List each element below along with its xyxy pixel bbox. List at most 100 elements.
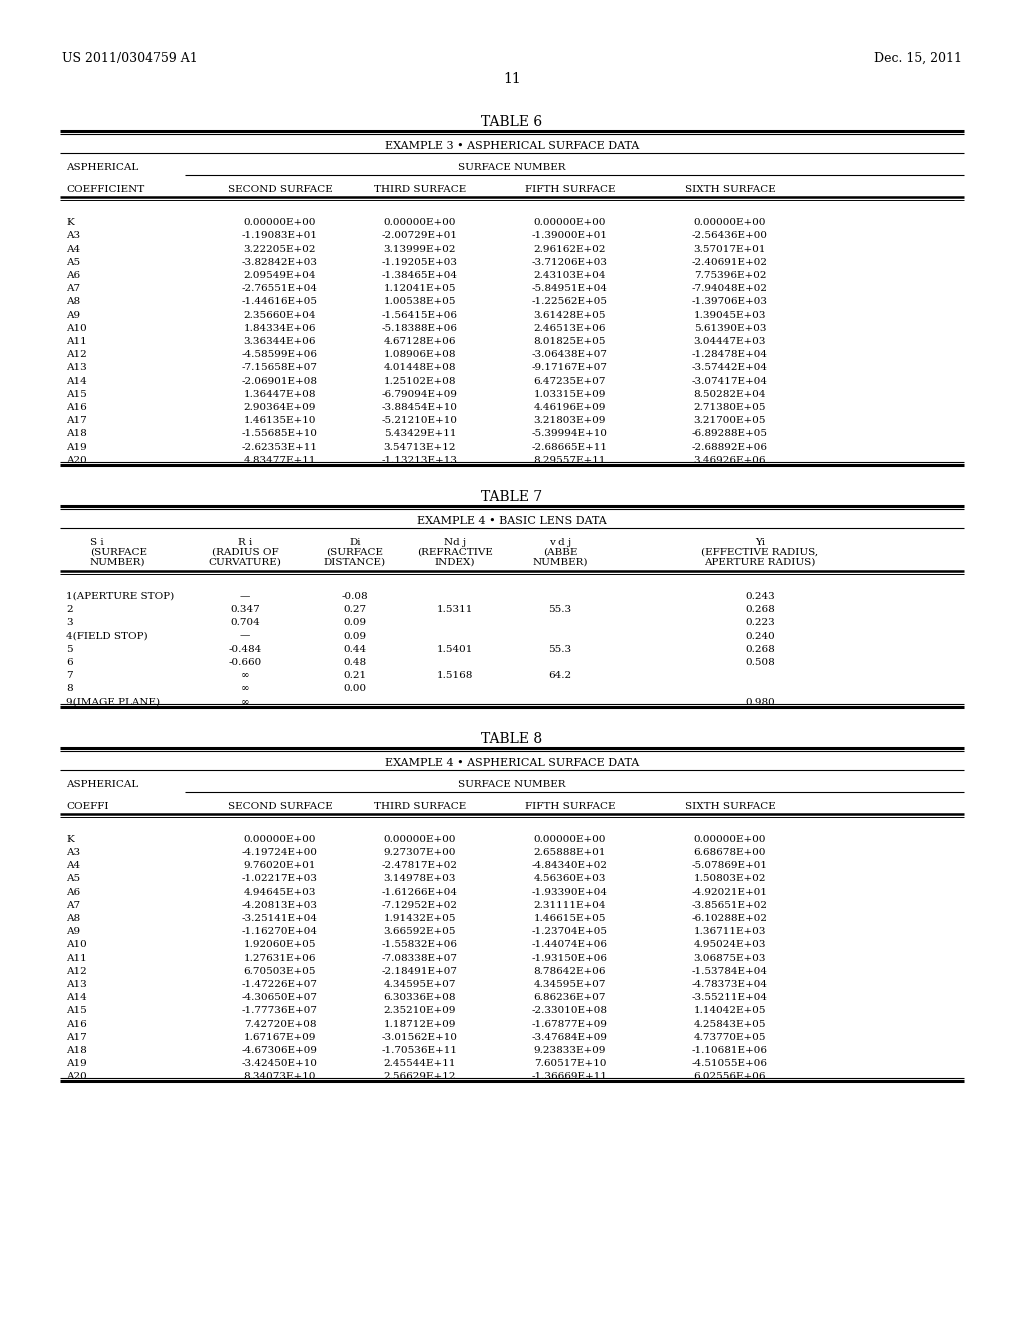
Text: 4(FIELD STOP): 4(FIELD STOP) bbox=[66, 631, 147, 640]
Text: 8.01825E+05: 8.01825E+05 bbox=[534, 337, 606, 346]
Text: 1.14042E+05: 1.14042E+05 bbox=[693, 1006, 766, 1015]
Text: 0.44: 0.44 bbox=[343, 644, 367, 653]
Text: ASPHERICAL: ASPHERICAL bbox=[66, 780, 138, 788]
Text: 3.21803E+09: 3.21803E+09 bbox=[534, 416, 606, 425]
Text: (SURFACE: (SURFACE bbox=[327, 548, 384, 557]
Text: -3.07417E+04: -3.07417E+04 bbox=[692, 376, 768, 385]
Text: 0.980: 0.980 bbox=[745, 697, 775, 706]
Text: 1.46615E+05: 1.46615E+05 bbox=[534, 913, 606, 923]
Text: -9.17167E+07: -9.17167E+07 bbox=[532, 363, 608, 372]
Text: -2.47817E+02: -2.47817E+02 bbox=[382, 861, 458, 870]
Text: (RADIUS OF: (RADIUS OF bbox=[212, 548, 279, 557]
Text: -3.06438E+07: -3.06438E+07 bbox=[532, 350, 608, 359]
Text: -1.28478E+04: -1.28478E+04 bbox=[692, 350, 768, 359]
Text: 2: 2 bbox=[66, 605, 73, 614]
Text: -4.84340E+02: -4.84340E+02 bbox=[532, 861, 608, 870]
Text: 7: 7 bbox=[66, 671, 73, 680]
Text: 3.46926E+06: 3.46926E+06 bbox=[693, 455, 766, 465]
Text: 1.36447E+08: 1.36447E+08 bbox=[244, 389, 316, 399]
Text: 0.48: 0.48 bbox=[343, 657, 367, 667]
Text: 1.12041E+05: 1.12041E+05 bbox=[384, 284, 457, 293]
Text: 0.243: 0.243 bbox=[745, 591, 775, 601]
Text: 64.2: 64.2 bbox=[549, 671, 571, 680]
Text: 8.34073E+10: 8.34073E+10 bbox=[244, 1072, 316, 1081]
Text: 3.04447E+03: 3.04447E+03 bbox=[693, 337, 766, 346]
Text: EXAMPLE 4 • ASPHERICAL SURFACE DATA: EXAMPLE 4 • ASPHERICAL SURFACE DATA bbox=[385, 758, 639, 768]
Text: -2.18491E+07: -2.18491E+07 bbox=[382, 966, 458, 975]
Text: -1.55832E+06: -1.55832E+06 bbox=[382, 940, 458, 949]
Text: -1.44074E+06: -1.44074E+06 bbox=[532, 940, 608, 949]
Text: 3.22205E+02: 3.22205E+02 bbox=[244, 244, 316, 253]
Text: A11: A11 bbox=[66, 953, 87, 962]
Text: 1.84334E+06: 1.84334E+06 bbox=[244, 323, 316, 333]
Text: 8.50282E+04: 8.50282E+04 bbox=[693, 389, 766, 399]
Text: 2.09549E+04: 2.09549E+04 bbox=[244, 271, 316, 280]
Text: -2.76551E+04: -2.76551E+04 bbox=[242, 284, 318, 293]
Text: COEFFICIENT: COEFFICIENT bbox=[66, 185, 144, 194]
Text: 1.67167E+09: 1.67167E+09 bbox=[244, 1032, 316, 1041]
Text: 6.47235E+07: 6.47235E+07 bbox=[534, 376, 606, 385]
Text: Dec. 15, 2011: Dec. 15, 2011 bbox=[874, 51, 962, 65]
Text: -2.33010E+08: -2.33010E+08 bbox=[532, 1006, 608, 1015]
Text: TABLE 6: TABLE 6 bbox=[481, 115, 543, 129]
Text: -1.10681E+06: -1.10681E+06 bbox=[692, 1045, 768, 1055]
Text: 1.46135E+10: 1.46135E+10 bbox=[244, 416, 316, 425]
Text: A8: A8 bbox=[66, 913, 80, 923]
Text: 3.06875E+03: 3.06875E+03 bbox=[693, 953, 766, 962]
Text: 3.13999E+02: 3.13999E+02 bbox=[384, 244, 457, 253]
Text: -4.78373E+04: -4.78373E+04 bbox=[692, 979, 768, 989]
Text: 4.83477E+11: 4.83477E+11 bbox=[244, 455, 316, 465]
Text: A10: A10 bbox=[66, 940, 87, 949]
Text: 0.268: 0.268 bbox=[745, 605, 775, 614]
Text: 0.704: 0.704 bbox=[230, 618, 260, 627]
Text: A7: A7 bbox=[66, 900, 80, 909]
Text: SURFACE NUMBER: SURFACE NUMBER bbox=[459, 780, 565, 788]
Text: -1.23704E+05: -1.23704E+05 bbox=[532, 927, 608, 936]
Text: A8: A8 bbox=[66, 297, 80, 306]
Text: 1(APERTURE STOP): 1(APERTURE STOP) bbox=[66, 591, 174, 601]
Text: 2.31111E+04: 2.31111E+04 bbox=[534, 900, 606, 909]
Text: 0.09: 0.09 bbox=[343, 631, 367, 640]
Text: -1.47226E+07: -1.47226E+07 bbox=[242, 979, 318, 989]
Text: A17: A17 bbox=[66, 416, 87, 425]
Text: SECOND SURFACE: SECOND SURFACE bbox=[227, 801, 333, 810]
Text: -1.53784E+04: -1.53784E+04 bbox=[692, 966, 768, 975]
Text: -7.12952E+02: -7.12952E+02 bbox=[382, 900, 458, 909]
Text: A15: A15 bbox=[66, 1006, 87, 1015]
Text: R i: R i bbox=[238, 537, 252, 546]
Text: -7.94048E+02: -7.94048E+02 bbox=[692, 284, 768, 293]
Text: 2.35210E+09: 2.35210E+09 bbox=[384, 1006, 457, 1015]
Text: A5: A5 bbox=[66, 874, 80, 883]
Text: -2.56436E+00: -2.56436E+00 bbox=[692, 231, 768, 240]
Text: 1.5311: 1.5311 bbox=[437, 605, 473, 614]
Text: Yi: Yi bbox=[755, 537, 765, 546]
Text: -6.79094E+09: -6.79094E+09 bbox=[382, 389, 458, 399]
Text: 1.5401: 1.5401 bbox=[437, 644, 473, 653]
Text: 3.14978E+03: 3.14978E+03 bbox=[384, 874, 457, 883]
Text: -1.39706E+03: -1.39706E+03 bbox=[692, 297, 768, 306]
Text: SURFACE NUMBER: SURFACE NUMBER bbox=[459, 162, 565, 172]
Text: -5.84951E+04: -5.84951E+04 bbox=[532, 284, 608, 293]
Text: A3: A3 bbox=[66, 847, 80, 857]
Text: (ABBE: (ABBE bbox=[543, 548, 578, 557]
Text: -1.61266E+04: -1.61266E+04 bbox=[382, 887, 458, 896]
Text: 0.347: 0.347 bbox=[230, 605, 260, 614]
Text: 0.223: 0.223 bbox=[745, 618, 775, 627]
Text: 1.08906E+08: 1.08906E+08 bbox=[384, 350, 457, 359]
Text: 2.96162E+02: 2.96162E+02 bbox=[534, 244, 606, 253]
Text: A12: A12 bbox=[66, 966, 87, 975]
Text: 0.00000E+00: 0.00000E+00 bbox=[534, 218, 606, 227]
Text: A7: A7 bbox=[66, 284, 80, 293]
Text: A15: A15 bbox=[66, 389, 87, 399]
Text: 0.00: 0.00 bbox=[343, 684, 367, 693]
Text: 1.03315E+09: 1.03315E+09 bbox=[534, 389, 606, 399]
Text: -0.660: -0.660 bbox=[228, 657, 261, 667]
Text: A16: A16 bbox=[66, 1019, 87, 1028]
Text: THIRD SURFACE: THIRD SURFACE bbox=[374, 801, 466, 810]
Text: 55.3: 55.3 bbox=[549, 605, 571, 614]
Text: 4.67128E+06: 4.67128E+06 bbox=[384, 337, 457, 346]
Text: 3.54713E+12: 3.54713E+12 bbox=[384, 442, 457, 451]
Text: 0.00000E+00: 0.00000E+00 bbox=[534, 834, 606, 843]
Text: 3.21700E+05: 3.21700E+05 bbox=[693, 416, 766, 425]
Text: -7.08338E+07: -7.08338E+07 bbox=[382, 953, 458, 962]
